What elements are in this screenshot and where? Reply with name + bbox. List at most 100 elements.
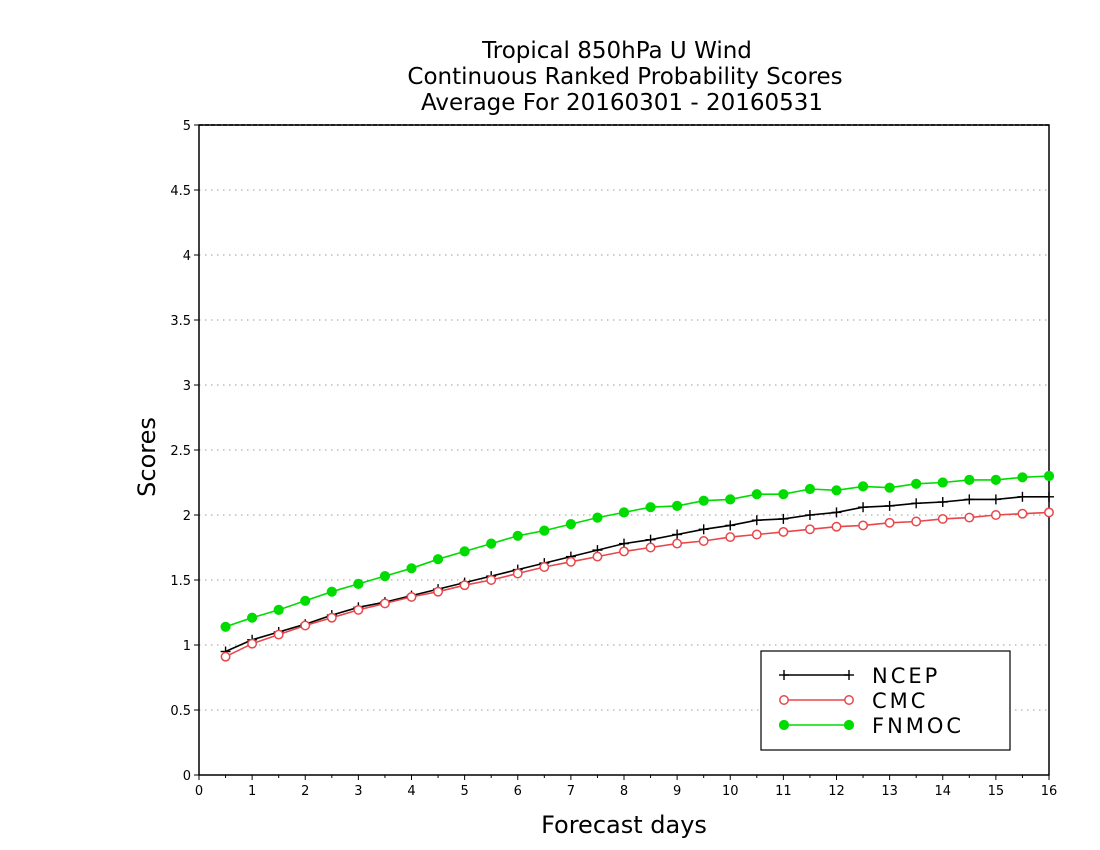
- data-point-circle: [1017, 508, 1028, 519]
- data-point-circle: [433, 586, 444, 597]
- data-point-plus: [937, 497, 948, 507]
- data-point-circle: [778, 526, 789, 537]
- data-point-circle: [1044, 507, 1054, 518]
- x-tick-label: 12: [828, 784, 845, 799]
- data-point-circle: [911, 516, 922, 527]
- data-point-circle: [964, 512, 975, 523]
- legend-label: CMC: [872, 689, 928, 713]
- data-point-circle: [779, 695, 789, 705]
- data-point-circle: [220, 651, 231, 662]
- title-line-3: Average For 20160301 - 20160531: [421, 90, 823, 116]
- data-point-dot: [843, 719, 855, 731]
- data-point-plus: [672, 529, 683, 540]
- y-tick-label: 4.5: [170, 184, 191, 199]
- data-point-circle: [300, 620, 311, 631]
- series-layer: [220, 470, 1055, 662]
- data-point-dot: [406, 563, 417, 574]
- data-point-circle: [645, 542, 656, 553]
- data-point-plus: [804, 510, 815, 520]
- x-tick-label: 8: [620, 784, 628, 799]
- y-tick-label: 5: [183, 119, 191, 134]
- x-tick-label: 11: [775, 784, 792, 799]
- data-point-dot: [804, 483, 816, 495]
- data-point-plus: [911, 498, 922, 509]
- x-axis: 0 1 2 3 4 5 6 7 8 9 10 11 12 13 14 15 16: [195, 775, 1057, 799]
- data-point-circle: [592, 551, 603, 562]
- data-point-dot: [565, 519, 576, 530]
- data-point-circle: [486, 575, 497, 585]
- data-point-dot: [247, 612, 258, 623]
- data-point-plus: [779, 670, 789, 680]
- data-point-circle: [565, 556, 576, 567]
- data-point-dot: [698, 495, 709, 506]
- data-point-plus: [778, 513, 789, 524]
- series-line-fnmoc: [225, 475, 1050, 628]
- data-point-dot: [645, 502, 656, 513]
- data-point-circle: [326, 612, 337, 623]
- data-point-dot: [300, 595, 311, 606]
- grid: [199, 124, 1049, 711]
- x-tick-label: 15: [988, 784, 1005, 799]
- data-point-circle: [459, 580, 470, 591]
- data-point-dot: [486, 538, 497, 549]
- y-tick-label: 1: [183, 639, 191, 654]
- data-point-circle: [406, 591, 417, 602]
- y-tick-label: 1.5: [170, 574, 191, 589]
- data-point-circle: [619, 546, 629, 557]
- data-point-plus: [990, 494, 1001, 505]
- series-ncep: [220, 491, 1054, 657]
- data-point-dot: [884, 482, 895, 493]
- data-point-circle: [353, 604, 364, 615]
- data-point-plus: [858, 502, 869, 513]
- data-point-dot: [379, 571, 391, 582]
- title-line-2: Continuous Ranked Probability Scores: [407, 64, 842, 90]
- y-tick-label: 2.5: [170, 444, 191, 459]
- data-point-dot: [220, 621, 231, 632]
- title-line-1: Tropical 850hPa U Wind: [481, 38, 752, 64]
- data-point-dot: [831, 485, 842, 496]
- data-point-plus: [698, 524, 709, 535]
- data-point-plus: [964, 494, 975, 505]
- data-point-dot: [618, 507, 630, 518]
- series-fnmoc: [220, 470, 1055, 632]
- series-cmc: [220, 507, 1054, 662]
- x-tick-label: 9: [673, 784, 681, 799]
- data-point-circle: [858, 520, 869, 531]
- data-point-plus: [884, 500, 895, 511]
- data-point-dot: [725, 494, 736, 505]
- legend-label: FNMOC: [872, 714, 964, 738]
- chart-title: Tropical 850hPa U Wind Continuous Ranked…: [407, 38, 842, 116]
- data-point-circle: [539, 562, 550, 572]
- data-point-circle: [512, 568, 523, 579]
- data-point-circle: [884, 517, 895, 528]
- x-axis-label: Forecast days: [541, 811, 707, 839]
- y-tick-label: 4: [183, 249, 191, 264]
- data-point-dot: [539, 525, 550, 536]
- y-tick-label: 2: [183, 509, 191, 524]
- data-point-plus: [1017, 491, 1028, 502]
- data-point-dot: [672, 500, 683, 511]
- x-tick-label: 14: [934, 784, 951, 799]
- y-tick-label: 0.5: [170, 704, 191, 719]
- data-point-dot: [459, 546, 470, 557]
- x-tick-label: 0: [195, 784, 203, 799]
- data-point-dot: [911, 478, 922, 489]
- x-tick-label: 16: [1041, 784, 1058, 799]
- x-tick-label: 5: [460, 784, 468, 799]
- data-point-dot: [592, 512, 603, 523]
- y-tick-label: 3.5: [170, 314, 191, 329]
- data-point-dot: [1017, 472, 1028, 483]
- data-point-circle: [990, 510, 1001, 520]
- y-tick-label: 3: [183, 379, 191, 394]
- data-point-dot: [432, 554, 444, 565]
- legend-item-fnmoc: FNMOC: [778, 714, 964, 738]
- data-point-dot: [990, 474, 1001, 485]
- data-point-circle: [672, 538, 683, 549]
- data-point-circle: [273, 629, 284, 640]
- data-point-circle: [379, 598, 390, 609]
- data-point-dot: [353, 578, 364, 590]
- x-tick-label: 1: [248, 784, 256, 799]
- data-point-circle: [844, 695, 854, 705]
- x-tick-label: 7: [567, 784, 575, 799]
